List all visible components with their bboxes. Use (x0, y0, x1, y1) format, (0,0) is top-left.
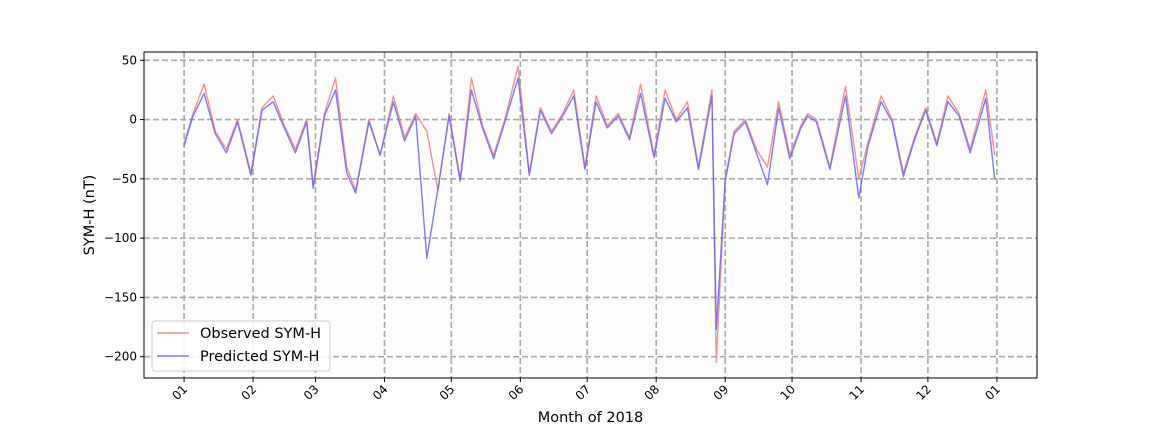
y-tick-label: 0 (129, 113, 137, 127)
y-axis-label: SYM-H (nT) (82, 175, 98, 256)
y-tick-label: −150 (104, 290, 137, 304)
grid (144, 52, 1037, 378)
legend: Observed SYM-H Predicted SYM-H (151, 320, 331, 372)
y-tick-label: −50 (112, 172, 137, 186)
series-layer (183, 65, 996, 364)
x-axis-label: Month of 2018 (538, 410, 644, 426)
legend-label-observed: Observed SYM-H (200, 326, 321, 342)
legend-box (151, 320, 331, 372)
y-tick-label: −200 (104, 350, 137, 364)
y-tick-label: −100 (104, 231, 137, 245)
y-axis: 50 0 −50 −100 −150 −200 (104, 53, 144, 364)
y-tick-label: 50 (122, 53, 137, 67)
legend-label-predicted: Predicted SYM-H (200, 349, 319, 365)
plot-frame (143, 51, 1038, 379)
series-predicted-line (183, 77, 996, 331)
